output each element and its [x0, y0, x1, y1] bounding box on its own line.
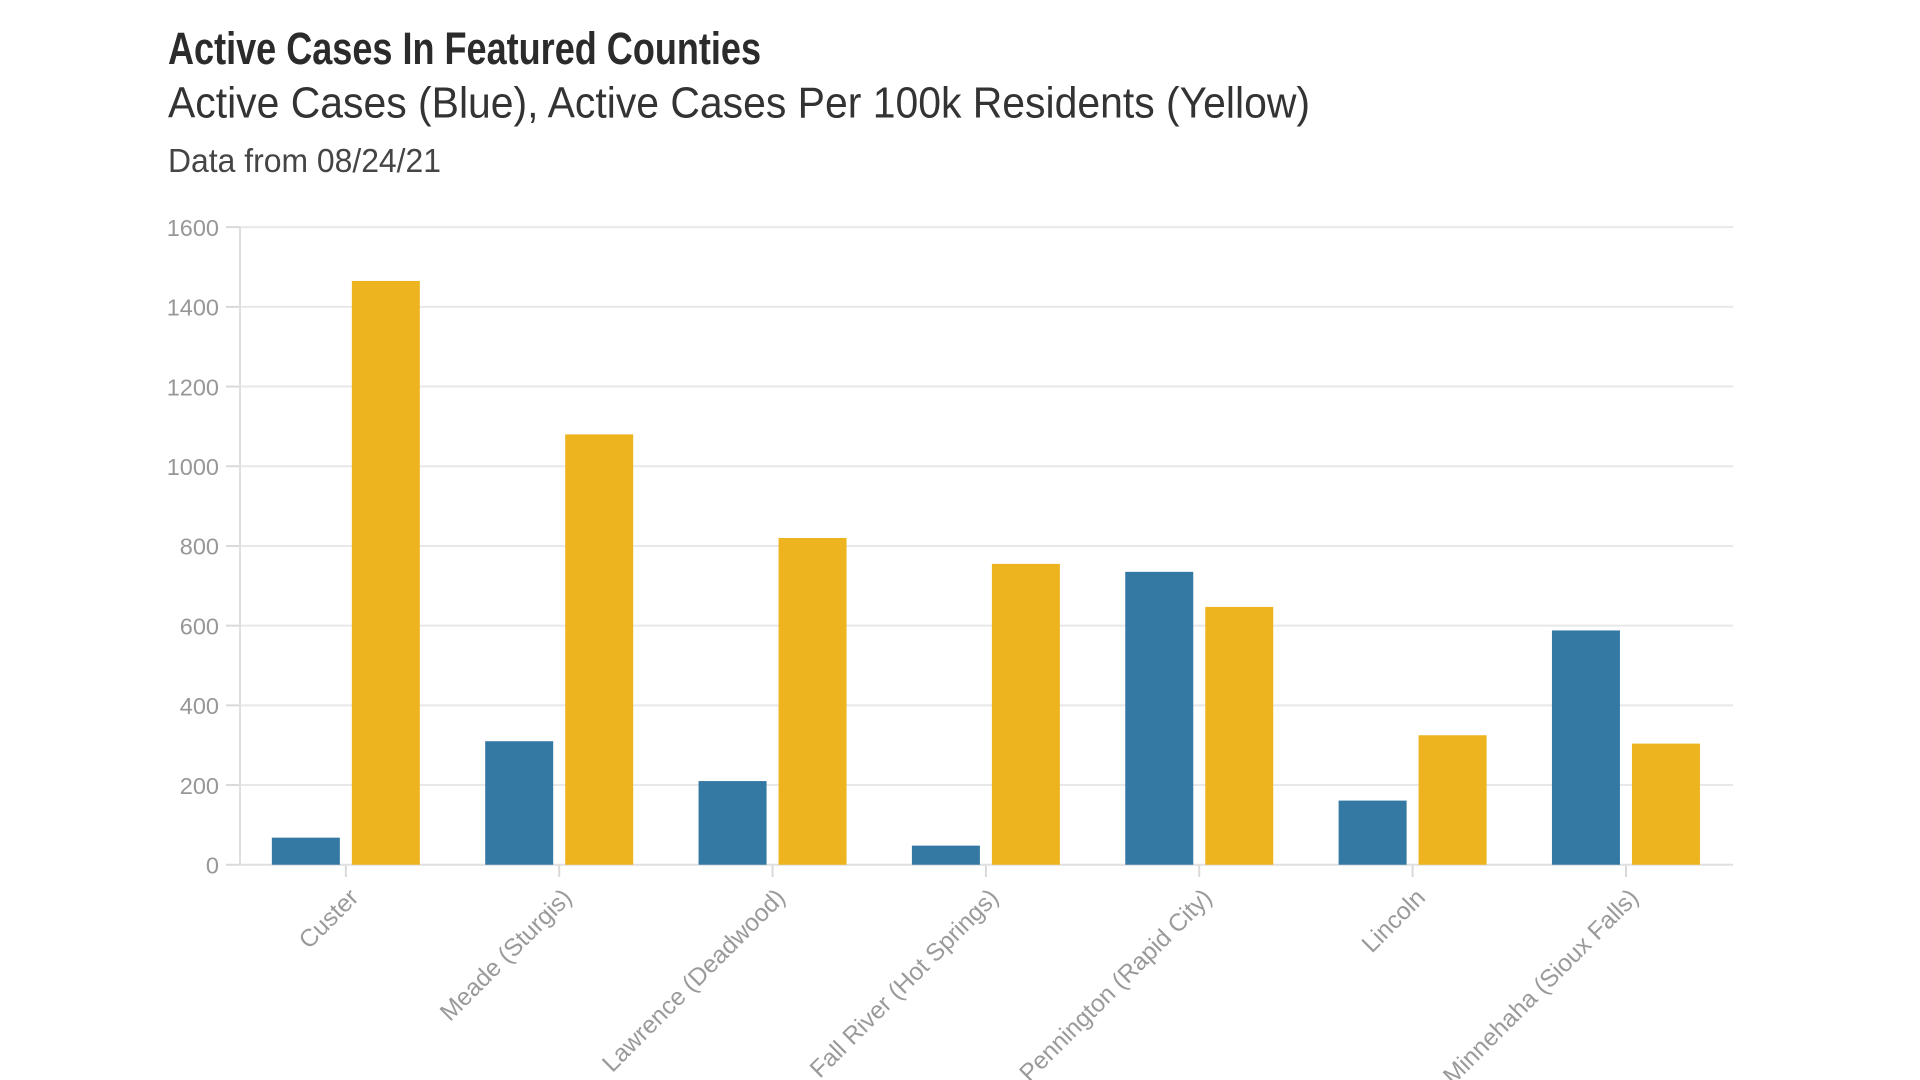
- svg-text:0: 0: [206, 852, 219, 878]
- svg-text:1000: 1000: [167, 454, 219, 480]
- svg-text:Meade (Sturgis): Meade (Sturgis): [435, 884, 577, 1026]
- svg-text:Minnehaha (Sioux Falls): Minnehaha (Sioux Falls): [1438, 884, 1644, 1080]
- svg-text:Active Cases (Blue), Active Ca: Active Cases (Blue), Active Cases Per 10…: [168, 79, 1310, 128]
- svg-text:Lincoln: Lincoln: [1357, 884, 1431, 958]
- svg-text:600: 600: [180, 613, 219, 639]
- svg-text:Custer: Custer: [294, 884, 364, 954]
- svg-text:400: 400: [180, 693, 219, 719]
- svg-text:800: 800: [180, 534, 219, 560]
- svg-text:Data from 08/24/21: Data from 08/24/21: [168, 142, 441, 179]
- svg-text:Pennington (Rapid City): Pennington (Rapid City): [1014, 884, 1217, 1080]
- svg-text:1600: 1600: [167, 215, 219, 241]
- svg-text:Lawrence (Deadwood): Lawrence (Deadwood): [597, 884, 790, 1077]
- svg-text:200: 200: [180, 773, 219, 799]
- svg-text:Fall River (Hot Springs): Fall River (Hot Springs): [805, 884, 1004, 1080]
- svg-text:1200: 1200: [167, 374, 219, 400]
- svg-text:Active Cases In Featured Count: Active Cases In Featured Counties: [168, 23, 761, 74]
- svg-text:1400: 1400: [167, 295, 219, 321]
